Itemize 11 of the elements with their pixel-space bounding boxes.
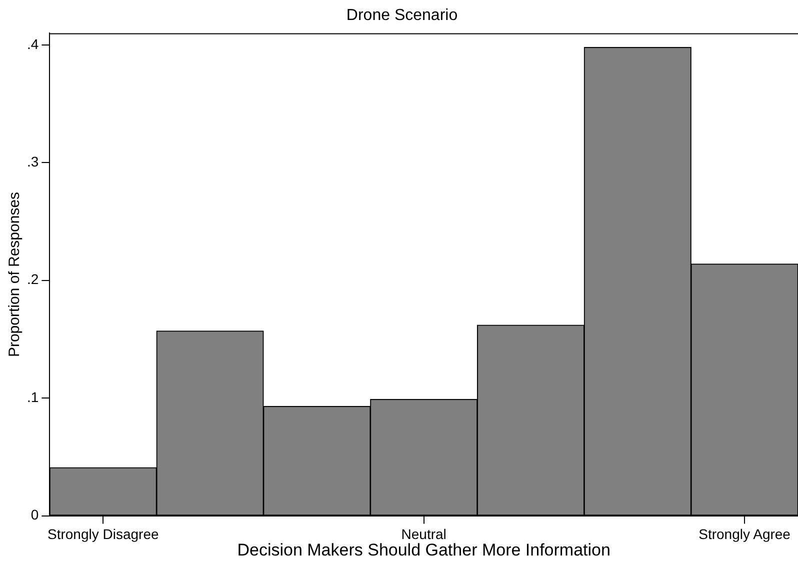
y-axis-title: Proportion of Responses — [6, 192, 24, 358]
x-tick-label: Strongly Disagree — [47, 526, 159, 542]
y-tick-label: 0 — [30, 506, 39, 523]
chart-title: Drone Scenario — [346, 7, 458, 24]
y-tick-label: .2 — [26, 271, 39, 288]
x-axis-title: Decision Makers Should Gather More Information — [237, 540, 610, 560]
x-tick-label: Strongly Agree — [698, 526, 791, 542]
y-tick-label: .3 — [26, 154, 39, 170]
x-tick-label: Neutral — [401, 526, 446, 542]
y-tick-label: .4 — [26, 36, 39, 52]
y-tick-label: .1 — [26, 388, 39, 405]
